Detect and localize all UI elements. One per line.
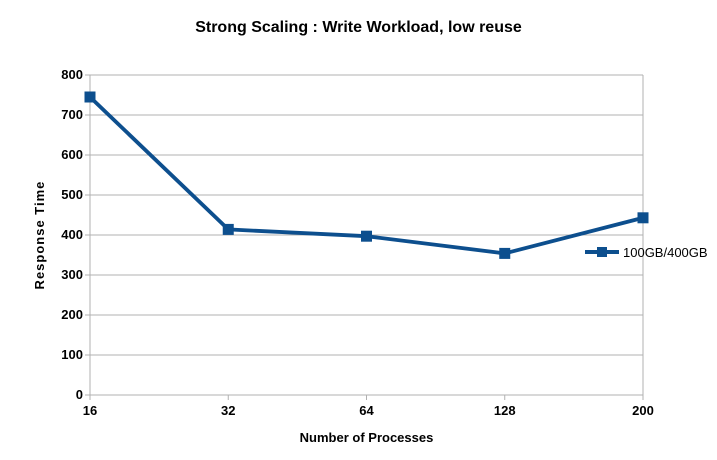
- legend-label: 100GB/400GB: [623, 244, 708, 260]
- y-tick-label: 100: [61, 347, 83, 362]
- y-tick-label: 300: [61, 267, 83, 282]
- legend: 100GB/400GB: [585, 244, 708, 260]
- data-point-marker: [361, 230, 372, 242]
- data-point-marker: [84, 91, 96, 103]
- series-line: [88, 95, 644, 256]
- x-tick-label: 32: [221, 403, 236, 418]
- data-point-marker: [222, 223, 234, 235]
- y-tick-label: 200: [61, 307, 83, 322]
- y-tick-label: 600: [61, 147, 83, 162]
- y-tick-label: 0: [75, 387, 83, 402]
- x-tick-label: 16: [82, 403, 98, 418]
- legend-line-marker-icon: [585, 247, 619, 257]
- y-axis-title: Response Time: [32, 180, 47, 290]
- x-tick-label: 128: [493, 403, 516, 418]
- x-tick-label: 64: [359, 403, 374, 418]
- y-tick-label: 700: [61, 107, 83, 122]
- data-point-marker: [637, 212, 649, 224]
- y-tick-label: 400: [61, 227, 83, 242]
- y-tick-label: 500: [61, 187, 83, 202]
- chart-title: Strong Scaling : Write Workload, low reu…: [195, 19, 522, 36]
- y-tick-label: 800: [61, 67, 83, 82]
- data-point-marker: [499, 247, 511, 259]
- x-axis-title: Number of Processes: [299, 430, 434, 445]
- x-tick-label: 200: [632, 403, 654, 418]
